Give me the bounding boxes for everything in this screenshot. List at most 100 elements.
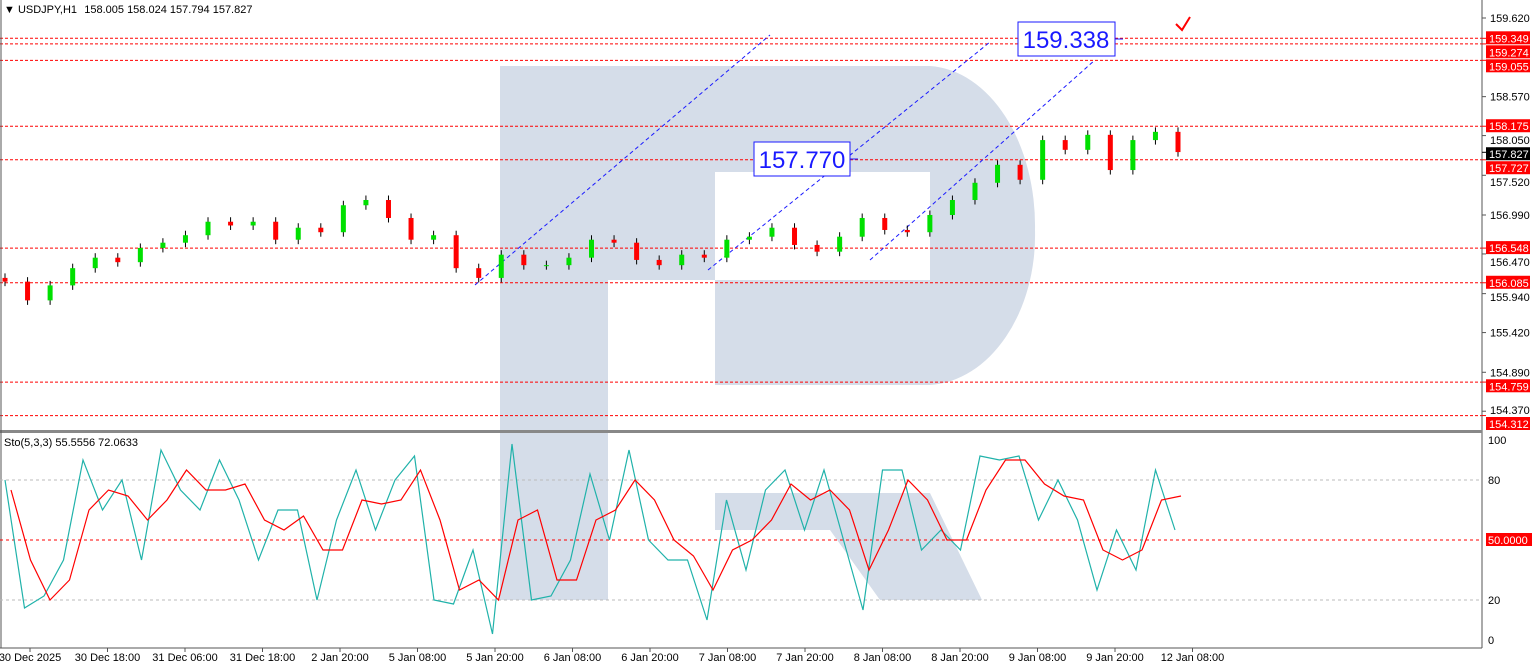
price-tick-label: 155.420 bbox=[1490, 328, 1530, 340]
candle bbox=[634, 238, 640, 265]
stoch-tick-label: 80 bbox=[1488, 475, 1500, 487]
candle bbox=[701, 250, 707, 263]
candle bbox=[1085, 130, 1091, 155]
candles bbox=[2, 127, 1181, 305]
candle bbox=[656, 255, 662, 270]
level-label: 154.312 bbox=[1489, 419, 1529, 431]
stoch-level-badge bbox=[1486, 533, 1532, 546]
candle bbox=[295, 223, 301, 245]
symbol-header: ▼ USDJPY,H1 158.005 158.024 157.794 157.8… bbox=[4, 4, 252, 16]
price-tick-label: 159.620 bbox=[1490, 13, 1530, 25]
candle bbox=[859, 213, 865, 242]
candle bbox=[927, 210, 933, 237]
level-label: 154.759 bbox=[1489, 381, 1529, 393]
level-badge bbox=[1486, 275, 1530, 289]
annotation-text: 157.770 bbox=[759, 147, 846, 174]
stoch-tick-label: 20 bbox=[1488, 595, 1500, 607]
candle bbox=[1130, 135, 1136, 175]
stoch-tick-label: 0 bbox=[1488, 635, 1494, 647]
stoch-tick-label: 100 bbox=[1488, 435, 1506, 447]
candle bbox=[498, 250, 504, 283]
level-label: 158.175 bbox=[1489, 121, 1529, 133]
annotation-159338[interactable]: 159.338 bbox=[1017, 21, 1123, 57]
checkmark-icon bbox=[1175, 16, 1191, 32]
time-tick-label: 9 Jan 08:00 bbox=[1009, 652, 1067, 664]
candle bbox=[837, 232, 843, 257]
candle bbox=[972, 178, 978, 205]
candle bbox=[137, 243, 143, 267]
level-label: 156.085 bbox=[1489, 278, 1529, 290]
level-label: 159.349 bbox=[1489, 33, 1529, 45]
current-price-badge bbox=[1486, 147, 1530, 161]
candle bbox=[160, 238, 166, 253]
candle bbox=[453, 230, 459, 273]
candle bbox=[115, 253, 121, 267]
candle bbox=[1040, 135, 1046, 185]
candle bbox=[92, 253, 98, 273]
price-tick-label: 154.890 bbox=[1490, 367, 1530, 379]
time-tick-label: 2 Jan 20:00 bbox=[311, 652, 369, 664]
level-badge bbox=[1486, 45, 1530, 59]
candle bbox=[250, 217, 256, 230]
level-label: 159.055 bbox=[1489, 61, 1529, 73]
level-badge bbox=[1486, 119, 1530, 133]
candle bbox=[228, 217, 234, 230]
candle bbox=[318, 223, 324, 237]
candle bbox=[679, 250, 685, 270]
candle bbox=[25, 277, 31, 305]
candle bbox=[746, 232, 752, 245]
time-tick-label: 5 Jan 08:00 bbox=[389, 652, 447, 664]
price-axis: 159.620 159.349 159.274 159.055 158.570 158.1… bbox=[1482, 13, 1530, 431]
time-tick-label: 30 Dec 2025 bbox=[0, 652, 61, 664]
candle bbox=[1152, 127, 1158, 145]
candle bbox=[70, 263, 76, 290]
candle bbox=[385, 195, 391, 223]
price-tick-label: 155.940 bbox=[1490, 292, 1530, 304]
candle bbox=[1175, 127, 1181, 157]
candle bbox=[566, 253, 572, 270]
time-tick-label: 31 Dec 06:00 bbox=[152, 652, 217, 664]
current-price-label: 157.827 bbox=[1489, 149, 1529, 161]
stoch-level-label: 50.0000 bbox=[1488, 535, 1528, 547]
time-tick-label: 8 Jan 08:00 bbox=[854, 652, 912, 664]
pane-separator[interactable] bbox=[0, 430, 1482, 433]
watermark-logo bbox=[500, 66, 1036, 600]
candle bbox=[182, 230, 188, 248]
candle bbox=[904, 225, 910, 237]
candle bbox=[521, 250, 527, 270]
annotation-157770[interactable]: 157.770 bbox=[753, 141, 858, 177]
time-tick-label: 30 Dec 18:00 bbox=[75, 652, 140, 664]
price-tick-label: 158.050 bbox=[1490, 135, 1530, 147]
time-tick-label: 6 Jan 20:00 bbox=[621, 652, 679, 664]
level-badge bbox=[1486, 417, 1530, 430]
time-tick-label: 31 Dec 18:00 bbox=[230, 652, 295, 664]
stoch-main-line bbox=[4, 443, 1176, 635]
candle bbox=[2, 273, 8, 287]
level-label: 157.727 bbox=[1489, 163, 1529, 175]
price-tick-label: 158.570 bbox=[1490, 92, 1530, 104]
level-label: 156.548 bbox=[1489, 243, 1529, 255]
trend-line[interactable] bbox=[707, 41, 991, 271]
time-tick-label: 7 Jan 20:00 bbox=[776, 652, 834, 664]
candle bbox=[363, 195, 369, 210]
level-badge bbox=[1486, 379, 1530, 393]
annotation-text: 159.338 bbox=[1023, 27, 1110, 54]
level-badge bbox=[1486, 59, 1530, 73]
candle bbox=[205, 217, 211, 240]
candle bbox=[476, 263, 482, 283]
price-tick-label: 156.990 bbox=[1490, 210, 1530, 222]
price-tick-label: 154.370 bbox=[1490, 405, 1530, 417]
level-badge bbox=[1486, 161, 1530, 175]
candle bbox=[611, 235, 617, 248]
candle bbox=[589, 235, 594, 263]
candle bbox=[1062, 135, 1068, 155]
candle bbox=[724, 235, 730, 263]
time-axis: 30 Dec 2025 30 Dec 18:00 31 Dec 06:00 31 De… bbox=[0, 648, 1224, 664]
time-tick-label: 12 Jan 08:00 bbox=[1161, 652, 1225, 664]
candle bbox=[949, 195, 955, 220]
candle bbox=[814, 240, 820, 257]
trend-line[interactable] bbox=[474, 34, 771, 286]
time-tick-label: 7 Jan 08:00 bbox=[699, 652, 757, 664]
